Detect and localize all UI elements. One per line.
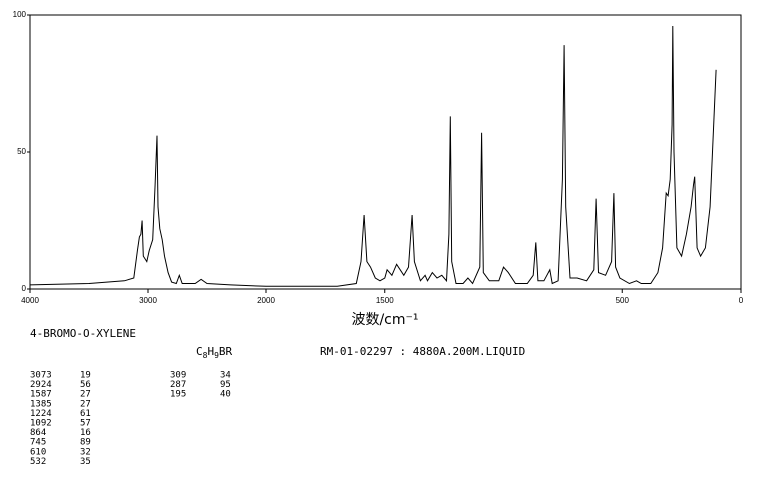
peak-intensity: 89 — [80, 438, 91, 448]
peak-wavenumber: 287 — [170, 380, 186, 390]
peak-wavenumber: 532 — [30, 457, 46, 467]
peak-wavenumber: 309 — [170, 371, 186, 381]
peak-wavenumber: 2924 — [30, 380, 52, 390]
peak-intensity: 57 — [80, 419, 91, 429]
x-tick-label: 3000 — [139, 296, 157, 305]
peak-wavenumber: 610 — [30, 447, 46, 457]
peak-intensity: 32 — [80, 447, 91, 457]
peak-intensity: 19 — [80, 371, 91, 381]
x-tick-label: 1500 — [376, 296, 394, 305]
spectrum-line — [29, 25, 717, 287]
peak-intensity: 35 — [80, 457, 91, 467]
y-tick-label: 100 — [13, 10, 27, 19]
peak-intensity: 61 — [80, 409, 91, 419]
peak-intensity: 16 — [80, 428, 91, 438]
peak-wavenumber: 1092 — [30, 419, 52, 429]
compound-name: 4-BROMO-O-XYLENE — [30, 327, 136, 340]
formula-part: H — [207, 345, 214, 358]
peak-wavenumber: 864 — [30, 428, 46, 438]
formula-sub: 9 — [214, 351, 219, 360]
peak-wavenumber: 1224 — [30, 409, 52, 419]
y-tick-label: 50 — [17, 147, 26, 156]
peak-intensity: 34 — [220, 371, 231, 381]
x-tick-label: 4000 — [21, 296, 39, 305]
peak-intensity: 56 — [80, 380, 91, 390]
peak-intensity: 27 — [80, 399, 91, 409]
peak-wavenumber: 3073 — [30, 371, 52, 381]
x-tick-label: 2000 — [257, 296, 275, 305]
plot-frame — [29, 14, 742, 290]
peak-wavenumber: 1587 — [30, 390, 52, 400]
x-tick-label: 500 — [616, 296, 630, 305]
formula-sub: 8 — [203, 351, 208, 360]
formula: C8H9BR — [196, 345, 233, 360]
sample-info: RM-01-02297 : 4880A.200M.LIQUID — [320, 345, 525, 358]
x-tick-label: 0 — [739, 296, 744, 305]
formula-part: BR — [219, 345, 233, 358]
y-tick-label: 0 — [22, 284, 27, 293]
x-axis-label: 波数/cm⁻¹ — [351, 312, 418, 328]
peak-intensity: 95 — [220, 380, 231, 390]
peak-intensity: 40 — [220, 390, 231, 400]
peak-intensity: 27 — [80, 390, 91, 400]
peak-wavenumber: 1385 — [30, 399, 52, 409]
peak-wavenumber: 745 — [30, 438, 46, 448]
peak-wavenumber: 195 — [170, 390, 186, 400]
formula-part: C — [196, 345, 203, 358]
